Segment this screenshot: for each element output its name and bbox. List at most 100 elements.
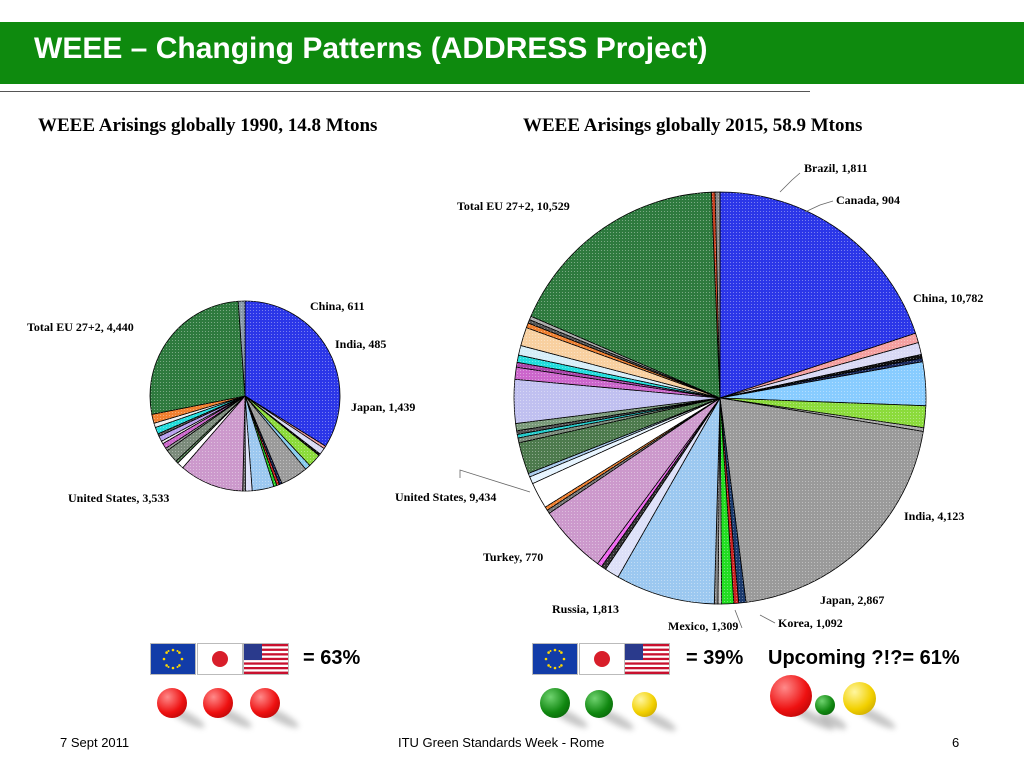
leader-mexico [734,609,743,629]
pie-2015-slice-texture [717,398,722,604]
pie-2015-slice-texture [715,192,720,398]
pie-2015-slice-texture [720,398,739,604]
red-light-icon [203,688,233,718]
us-flag-icon [243,643,289,675]
pie-2015-slice-texture [720,361,926,406]
title-divider [0,91,810,92]
green-light-icon [540,688,570,718]
leader-lines [459,172,834,629]
label-2015-canada: Canada, 904 [836,193,900,207]
pie-2015-slice-texture [528,398,720,477]
pie-1990-slice-texture [238,301,245,396]
pie-1990-slice-texture [155,396,245,434]
green-light-icon [815,695,835,715]
pie-2015-slice-texture [547,398,720,514]
pie-2015-labels: Total EU 27+2, 10,529 Brazil, 1,811 Cana… [395,161,983,633]
share-2015: = 39% [686,647,744,669]
pie-1990-labels: Total EU 27+2, 4,440 China, 611 India, 4… [27,299,415,505]
pie-2015-slice-texture [720,398,734,604]
leader-united-states [459,469,531,493]
pie-2015-slice-texture [515,398,720,431]
pie-1990-slice-texture [245,301,341,447]
pie-1990-slice-texture [153,396,245,428]
label-2015-united-states: United States, 9,434 [395,490,496,504]
title-bar [0,22,1024,84]
label-1990-total-eu: Total EU 27+2, 4,440 [27,320,134,334]
label-2015-brazil: Brazil, 1,811 [804,161,868,175]
japan-flag-icon [579,643,625,675]
pie-1990-slice-texture [151,396,245,424]
pie-2015-slice-texture [720,342,922,398]
yellow-light-icon [632,692,657,717]
green-light-icon [585,690,613,718]
label-1990-india: India, 485 [335,337,386,351]
pie-2015-slice-texture [518,398,720,474]
page-number: 6 [952,735,960,750]
label-2015-india: India, 4,123 [904,509,964,523]
pie-1990-slice-texture [245,396,277,487]
yellow-light-icon [843,682,876,715]
pie-1990-slice-texture [162,396,245,449]
pie-2015-slice-texture [517,398,720,439]
chart-2015-title: WEEE Arisings globally 2015, 58.9 Mtons [523,115,863,136]
pie-1990-slice-texture [149,301,245,415]
pie-1990-slice-texture [182,396,245,491]
red-light-icon [250,688,280,718]
pie-1990-slice-texture [245,396,282,485]
label-1990-japan: Japan, 1,439 [351,400,415,414]
leader-brazil [779,172,801,193]
pie-2015-slice-texture [720,192,916,398]
pie-2015-slice-texture [605,398,720,578]
pie-1990-slice-texture [165,396,245,451]
us-flag-icon [624,643,670,675]
pie-2015-slice-texture [545,398,720,511]
pie-2015-slice-texture [720,398,924,603]
pie-2015-slice-texture [720,398,747,604]
pie-1990-slice-texture [245,396,306,484]
share-upcoming: Upcoming ?!?= 61% [768,647,960,669]
pie-2015-slice-texture [720,354,923,398]
pie-1990-slice-texture [245,396,280,486]
pie-1990-slice-texture [167,396,245,462]
pie-1990-slice-texture [245,396,274,491]
pie-1990-slice-texture [161,396,245,444]
red-light-icon [770,675,812,717]
pie-2015-slice-texture [618,398,720,604]
pie-2015-slice-texture [720,358,923,398]
eu-flag-icon [532,643,578,675]
pie-2015-slice-texture [529,398,720,484]
pie-2015-slice-texture [513,379,720,424]
pie-1990-slice-texture [245,396,310,470]
label-1990-united-states: United States, 3,533 [68,491,169,505]
pie-2015-slice-texture [532,398,720,508]
pie-2015 [513,191,927,605]
label-2015-mexico: Mexico, 1,309 [668,619,738,633]
eu-flag-icon [150,643,196,675]
chart-1990-title: WEEE Arisings globally 1990, 14.8 Mtons [38,115,378,136]
footer-center: ITU Green Standards Week - Rome [398,735,605,750]
footer-date: 7 Sept 2011 [60,735,130,750]
pie-2015-slice-texture [549,398,720,564]
leader-korea [759,614,776,624]
pie-1990-slice-texture [157,396,245,437]
pie-1990-slice-texture [245,396,325,455]
label-2015-turkey: Turkey, 770 [483,550,543,564]
label-2015-japan: Japan, 2,867 [820,593,884,607]
pie-1990-slice-texture [159,396,245,442]
label-2015-china: China, 10,782 [913,291,983,305]
pie-2015-slice-texture [530,192,720,398]
pie-2015-slice-texture [711,192,720,398]
pie-2015-slice-texture [520,327,720,398]
leader-canada [804,200,834,213]
pie-1990 [149,300,341,492]
pie-1990-slice-texture [245,396,320,466]
pie-2015-slice-texture [517,398,720,443]
pie-1990-slice-texture [177,396,245,468]
pie-2015-slice-texture [597,398,720,567]
pie-1990-slice-texture [245,396,253,491]
japan-flag-icon [197,643,243,675]
slide-title: WEEE – Changing Patterns (ADDRESS Projec… [34,32,708,65]
label-1990-china: China, 611 [310,299,365,313]
pie-2015-slice-texture [516,398,720,435]
